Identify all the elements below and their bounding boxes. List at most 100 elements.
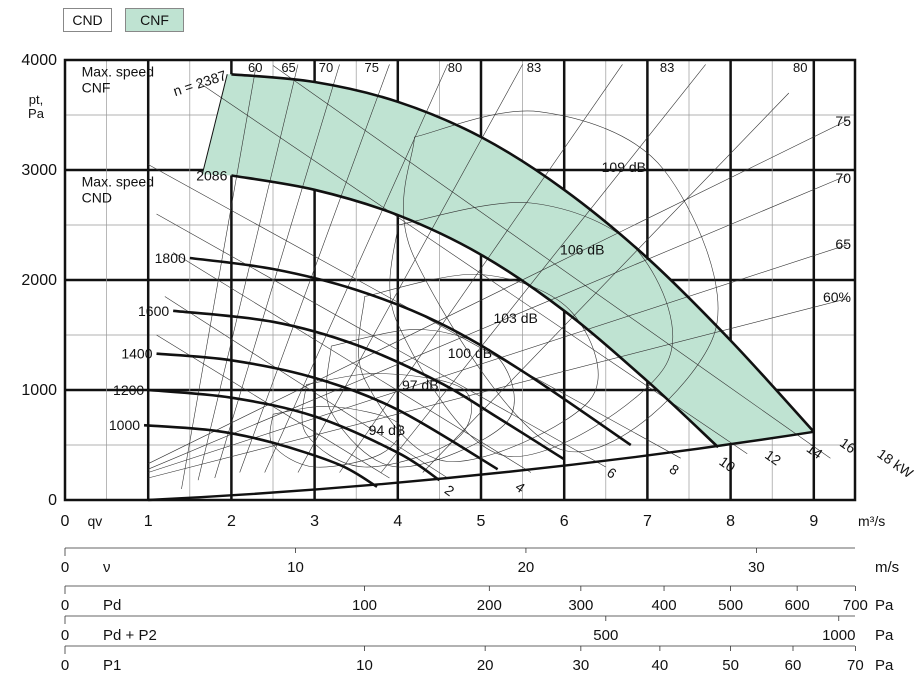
scale-value: 10 (356, 657, 373, 674)
sound-contour (403, 110, 719, 453)
y-axis-label: pt, (29, 92, 43, 107)
cnf-area-fill (202, 74, 814, 448)
scale-value: 30 (748, 559, 765, 576)
speed-curve (148, 388, 441, 482)
legend-cnd: CND (63, 8, 112, 32)
max-speed-model: CND (82, 190, 112, 206)
scale-value: 500 (718, 597, 743, 614)
sound-level-label: 97 dB (402, 377, 439, 393)
efficiency-label: 75 (835, 113, 851, 129)
x-tick-label: 5 (477, 513, 486, 530)
scale-value: 20 (518, 559, 535, 576)
x-tick-label: 0 (61, 513, 70, 530)
scale-value: 1000 (822, 627, 855, 644)
system-line (148, 175, 848, 470)
x-axis-label: qv (87, 513, 102, 529)
legend-cnf: CNF (125, 8, 184, 32)
scale-value: 70 (847, 657, 864, 674)
scale-value: 100 (352, 597, 377, 614)
scale-unit: Pa (875, 627, 894, 644)
sound-contour (269, 406, 401, 468)
efficiency-label: 70 (835, 170, 851, 186)
plot-frame (63, 58, 857, 502)
x-tick-label: 3 (310, 513, 319, 530)
sound-contour (389, 202, 673, 457)
speed-curves (143, 73, 815, 502)
scale-zero: 0 (61, 597, 69, 614)
power-label: 8 (666, 461, 682, 479)
efficiency-label: 80 (448, 60, 462, 75)
scale-value: 700 (843, 597, 868, 614)
sound-level-label: 103 dB (493, 310, 537, 326)
scale-value: 500 (593, 627, 618, 644)
speed-curve (143, 423, 378, 488)
x-tick-label: 1 (144, 513, 153, 530)
y-tick-label: 0 (48, 492, 57, 509)
y-tick-label: 2000 (21, 272, 57, 289)
sound-level-label: 100 dB (448, 345, 492, 361)
efficiency-label: 70 (319, 60, 333, 75)
speed-curve (231, 174, 720, 449)
speed-curve (189, 256, 632, 447)
scale-zero: 0 (61, 627, 69, 644)
x-tick-label: 4 (393, 513, 402, 530)
x-tick-label: 7 (643, 513, 652, 530)
efficiency-label: 65 (281, 60, 295, 75)
x-tick-label: 9 (809, 513, 818, 530)
y-tick-label: 4000 (21, 52, 57, 69)
system-line (297, 64, 523, 473)
system-line (148, 244, 848, 473)
max-speed-label: Max. speed (82, 174, 154, 190)
speed-curve (231, 73, 815, 433)
y-tick-label: 1000 (21, 382, 57, 399)
scale-zero: 0 (61, 657, 69, 674)
operating-area (202, 74, 814, 448)
efficiency-label: 60% (823, 289, 851, 305)
sound-level-label: 94 dB (369, 422, 406, 438)
speed-curve (173, 309, 565, 461)
efficiency-label: 60 (248, 60, 262, 75)
system-curve-bottom (148, 430, 814, 502)
efficiency-label: 83 (527, 60, 541, 75)
system-line (148, 120, 848, 464)
efficiency-label: 80 (793, 60, 807, 75)
system-line (197, 64, 299, 481)
speed-label: 1000 (109, 417, 140, 433)
sound-level-label: 106 dB (560, 242, 604, 258)
legend-cnd-label: CND (72, 12, 103, 28)
sound-contour (301, 373, 472, 468)
system-line (214, 64, 340, 479)
y-tick-label: 3000 (21, 162, 57, 179)
scale-value: 300 (568, 597, 593, 614)
sound-level-label: 109 dB (602, 159, 646, 175)
speed-label: 1200 (113, 382, 144, 398)
system-line (181, 64, 257, 490)
efficiency-label: 83 (660, 60, 674, 75)
scale-name: Pd + P2 (103, 627, 157, 644)
axes: 0 1000 2000 3000 4000 pt,Pa 0 1 2 3 4 5 6 7 8 9 qv m³/s (21, 52, 885, 530)
scale-value: 50 (722, 657, 739, 674)
scale-value: 10 (287, 559, 304, 576)
power-label: 2 (442, 482, 458, 500)
scale-value: 30 (572, 657, 589, 674)
system-line (264, 64, 448, 473)
scale-zero: 0 (61, 559, 69, 576)
efficiency-label: 75 (365, 60, 379, 75)
x-axis-unit: m³/s (858, 513, 885, 529)
sound-contour (358, 274, 599, 462)
y-axis-unit: Pa (28, 106, 45, 121)
speed-curve (156, 352, 499, 471)
system-line (148, 298, 848, 479)
x-tick-label: 6 (560, 513, 569, 530)
scale-value: 400 (652, 597, 677, 614)
scale-value: 200 (477, 597, 502, 614)
scale-name: Pd (103, 597, 121, 614)
speed-label: 1600 (138, 303, 169, 319)
scale-unit: m/s (875, 559, 899, 576)
reference-lines (148, 64, 848, 490)
scale-unit: Pa (875, 657, 894, 674)
x-tick-label: 2 (227, 513, 236, 530)
power-label: 6 (604, 464, 620, 482)
